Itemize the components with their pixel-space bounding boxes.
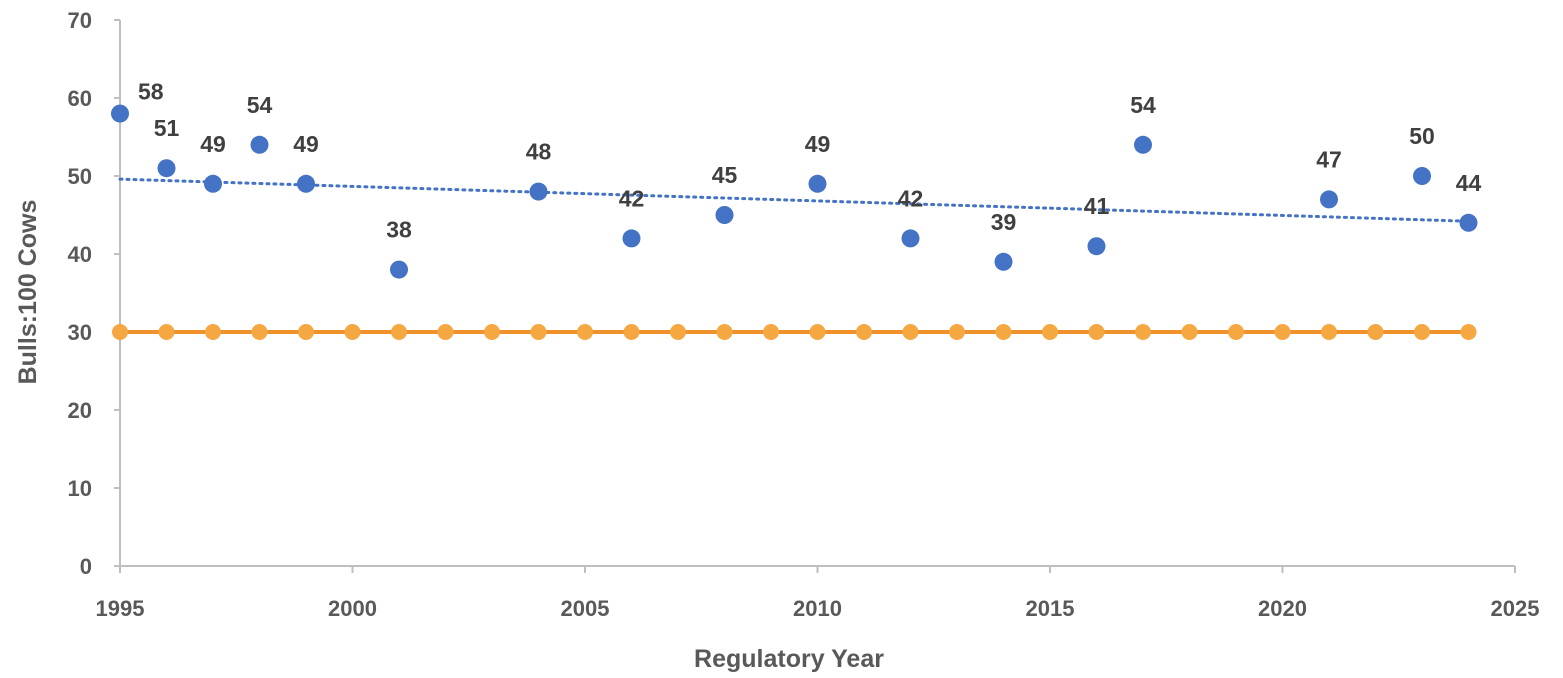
threshold-marker xyxy=(1181,324,1198,340)
data-point xyxy=(715,206,734,224)
data-point xyxy=(622,229,641,248)
y-tick-label: 20 xyxy=(68,398,92,423)
threshold-marker xyxy=(1460,324,1477,340)
threshold-marker xyxy=(205,324,221,340)
data-point xyxy=(901,229,920,248)
threshold-marker xyxy=(1367,324,1384,340)
threshold-marker xyxy=(809,324,826,340)
data-points-layer xyxy=(111,104,1478,279)
y-tick-label: 70 xyxy=(68,8,92,33)
threshold-marker xyxy=(344,324,361,340)
threshold-marker xyxy=(391,324,407,340)
data-label: 45 xyxy=(712,162,738,188)
threshold-marker xyxy=(1135,324,1151,340)
x-tick-label: 2005 xyxy=(561,596,610,621)
trendline-layer xyxy=(118,177,1470,223)
threshold-marker xyxy=(1042,324,1058,340)
data-label: 54 xyxy=(1130,92,1156,118)
data-label: 38 xyxy=(386,217,412,243)
threshold-marker xyxy=(158,324,175,340)
threshold-marker xyxy=(530,324,547,340)
threshold-line-layer xyxy=(112,324,1477,340)
y-tick-label: 30 xyxy=(68,320,92,345)
threshold-marker xyxy=(995,324,1012,340)
threshold-marker xyxy=(298,324,314,340)
y-tick-label: 40 xyxy=(68,242,92,267)
data-point xyxy=(1320,190,1338,209)
y-tick-label: 10 xyxy=(68,476,92,501)
data-point xyxy=(204,174,222,193)
data-point xyxy=(157,159,176,178)
threshold-marker xyxy=(856,324,872,340)
threshold-marker xyxy=(716,324,733,340)
data-label: 49 xyxy=(805,131,831,157)
data-labels-layer: 58 51 49 54 49 38 48 42 45 49 42 39 41 54 47 50 44 xyxy=(138,79,1481,243)
trendline xyxy=(118,177,1470,223)
data-label: 49 xyxy=(293,131,319,157)
data-point xyxy=(1087,237,1106,256)
data-point xyxy=(250,135,269,154)
x-tick-label: 2025 xyxy=(1491,596,1540,621)
data-label: 49 xyxy=(200,131,226,157)
threshold-marker xyxy=(484,324,500,340)
data-label: 47 xyxy=(1316,146,1342,172)
threshold-marker xyxy=(902,324,919,340)
data-point xyxy=(808,174,827,193)
threshold-marker xyxy=(1228,324,1244,340)
data-point xyxy=(1459,213,1478,232)
threshold-marker xyxy=(577,324,593,340)
y-tick-label: 60 xyxy=(68,86,92,111)
threshold-marker xyxy=(437,324,454,340)
threshold-marker xyxy=(1414,324,1430,340)
data-label: 54 xyxy=(247,92,273,118)
y-axis-title: Bulls:100 Cows xyxy=(14,200,42,385)
data-label: 39 xyxy=(991,209,1017,235)
data-label: 44 xyxy=(1456,170,1482,196)
x-axis-title: Regulatory Year xyxy=(694,645,884,673)
x-tick-label: 2015 xyxy=(1026,596,1075,621)
data-point xyxy=(1413,167,1431,185)
threshold-marker xyxy=(1088,324,1105,340)
data-point xyxy=(994,252,1013,271)
threshold-marker xyxy=(763,324,779,340)
data-label: 48 xyxy=(526,139,552,165)
threshold-marker xyxy=(949,324,965,340)
data-point xyxy=(297,174,315,193)
threshold-marker xyxy=(112,324,128,340)
y-tick-label: 50 xyxy=(68,164,92,189)
data-point xyxy=(1134,135,1152,154)
threshold-marker xyxy=(1274,324,1291,340)
x-tick-label: 2020 xyxy=(1258,596,1307,621)
threshold-marker xyxy=(251,324,268,340)
axes: 0 10 20 30 40 50 60 70 1995 2000 2005 2010 2015 2020 2… xyxy=(68,8,1540,621)
data-label: 50 xyxy=(1409,123,1435,149)
x-tick-label: 1995 xyxy=(96,596,145,621)
data-label: 58 xyxy=(138,79,164,105)
data-label: 51 xyxy=(154,115,180,141)
x-tick-label: 2000 xyxy=(328,596,377,621)
x-tick-label: 2010 xyxy=(793,596,842,621)
threshold-marker xyxy=(623,324,640,340)
data-point xyxy=(390,260,408,279)
threshold-marker xyxy=(1321,324,1337,340)
data-point xyxy=(529,182,548,201)
data-label: 41 xyxy=(1084,193,1110,219)
data-label: 42 xyxy=(898,185,924,211)
data-label: 42 xyxy=(619,185,645,211)
y-tick-label: 0 xyxy=(80,554,92,579)
threshold-marker xyxy=(670,324,686,340)
data-point xyxy=(111,104,129,123)
